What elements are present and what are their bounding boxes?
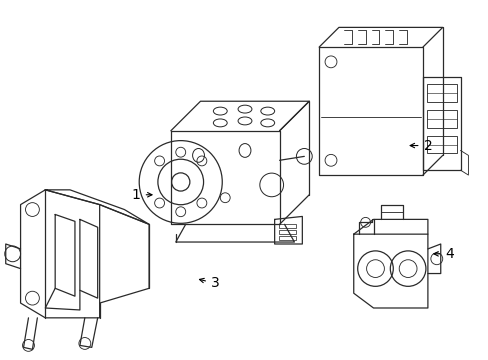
- Ellipse shape: [238, 117, 251, 125]
- Ellipse shape: [260, 107, 274, 115]
- Bar: [278, 230, 296, 234]
- Text: 1: 1: [132, 188, 152, 202]
- Text: 2: 2: [409, 139, 431, 153]
- Bar: [426, 85, 456, 102]
- Bar: [426, 136, 456, 153]
- Ellipse shape: [260, 119, 274, 127]
- Text: 4: 4: [433, 247, 453, 261]
- Ellipse shape: [192, 148, 204, 162]
- Text: 3: 3: [199, 276, 219, 291]
- Ellipse shape: [213, 119, 227, 127]
- Ellipse shape: [238, 105, 251, 113]
- Bar: [278, 224, 296, 228]
- Bar: [278, 236, 296, 240]
- Ellipse shape: [213, 107, 227, 115]
- Ellipse shape: [239, 144, 250, 157]
- Bar: [426, 110, 456, 128]
